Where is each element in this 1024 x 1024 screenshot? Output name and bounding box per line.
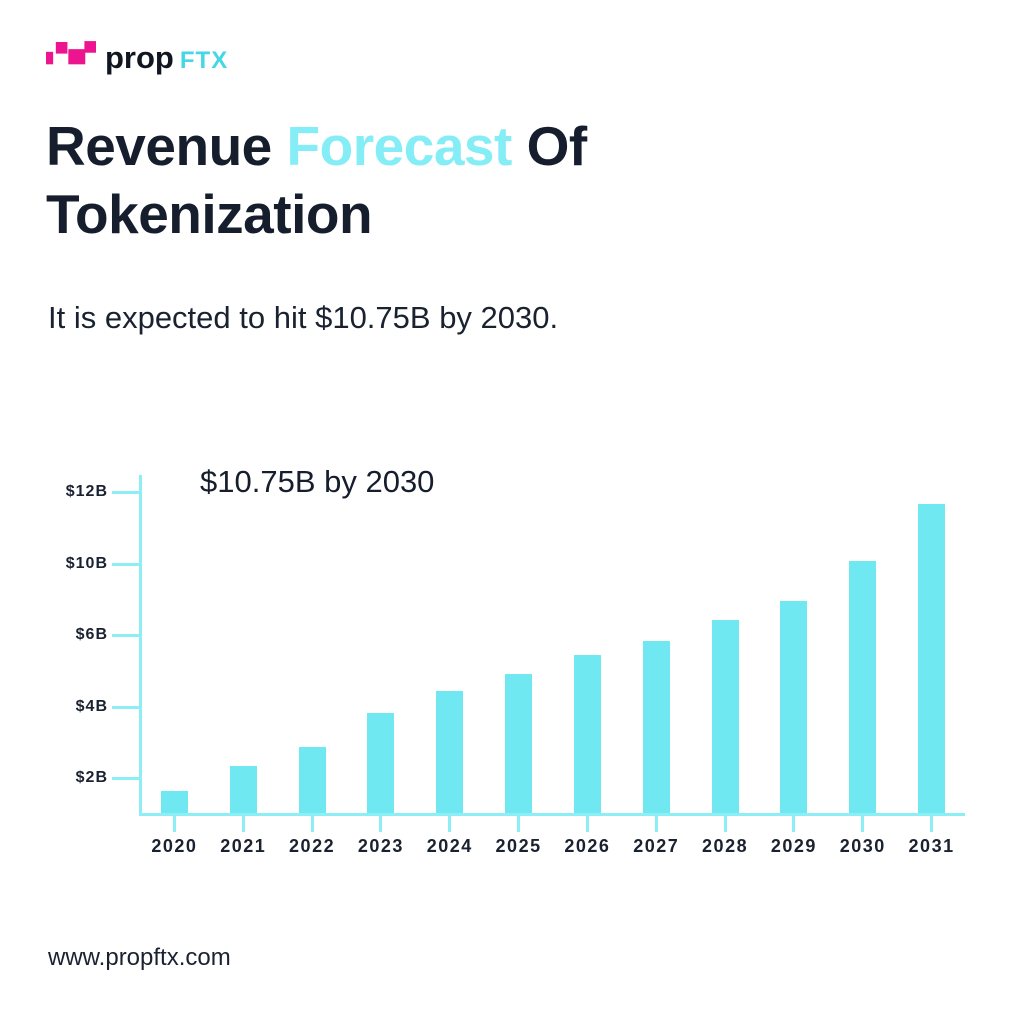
x-axis-label: 2030 bbox=[839, 836, 886, 856]
x-axis-tick bbox=[585, 816, 589, 832]
x-axis-label: 2023 bbox=[357, 836, 404, 856]
bar bbox=[367, 713, 395, 813]
bar bbox=[160, 791, 188, 813]
x-axis-tick bbox=[861, 816, 865, 832]
headline-line-2: Tokenization bbox=[46, 183, 373, 246]
y-axis-label: $4B bbox=[75, 697, 108, 715]
x-axis-label: 2022 bbox=[289, 836, 336, 856]
y-axis-tick bbox=[112, 705, 139, 709]
y-axis-tick bbox=[112, 491, 139, 494]
x-axis-label: 2029 bbox=[770, 836, 817, 856]
x-axis-label: 2026 bbox=[564, 836, 611, 856]
x-axis-label: 2028 bbox=[702, 836, 749, 856]
y-axis-label: $2B bbox=[75, 769, 108, 786]
bar bbox=[780, 601, 808, 813]
x-axis-tick bbox=[517, 816, 521, 832]
x-axis-tick bbox=[172, 816, 176, 832]
y-axis-label: $6B bbox=[75, 626, 108, 643]
subtitle: It is expected to hit $10.75B by 2030. bbox=[48, 300, 559, 335]
page-title: Revenue Forecast Of Tokenization bbox=[46, 112, 846, 248]
bar bbox=[505, 674, 533, 813]
bar bbox=[918, 504, 946, 813]
x-axis-label: 2025 bbox=[495, 836, 542, 856]
y-axis-label: $10B bbox=[65, 554, 108, 572]
bar bbox=[573, 655, 601, 813]
headline-accent: Forecast bbox=[286, 115, 513, 177]
headline-part-2: Of bbox=[511, 115, 588, 177]
y-axis-tick bbox=[112, 777, 139, 780]
x-axis-tick bbox=[723, 816, 727, 832]
chart-annotation: $10.75B by 2030 bbox=[200, 464, 435, 499]
bar bbox=[229, 766, 257, 813]
x-axis-line bbox=[139, 813, 965, 816]
x-axis-label: 2020 bbox=[151, 836, 198, 856]
propftx-logo: prop FTX bbox=[46, 40, 228, 76]
bar bbox=[711, 620, 739, 813]
x-axis-tick bbox=[379, 816, 383, 832]
bar bbox=[436, 691, 464, 813]
footer-url: www.propftx.com bbox=[48, 944, 231, 971]
headline-part-1: Revenue bbox=[46, 115, 287, 177]
x-axis-tick bbox=[241, 816, 245, 832]
x-axis-tick bbox=[448, 816, 452, 832]
x-axis-tick bbox=[792, 816, 796, 832]
bar-chart: $10.75B by 2030 $12B $10B $6B $4B $2B 2020 202… bbox=[40, 460, 990, 900]
propftx-logo-icon bbox=[46, 41, 96, 65]
y-axis-tick bbox=[112, 562, 139, 566]
y-axis-label: $12B bbox=[65, 483, 108, 500]
x-axis-tick bbox=[930, 816, 934, 832]
x-axis-tick bbox=[654, 816, 658, 832]
logo-text-ftx: FTX bbox=[179, 47, 229, 74]
bar bbox=[642, 641, 670, 813]
x-axis-tick bbox=[310, 816, 314, 832]
x-axis-label: 2031 bbox=[908, 836, 955, 856]
bar bbox=[849, 561, 877, 813]
x-axis-label: 2024 bbox=[426, 836, 473, 856]
y-axis-tick bbox=[112, 634, 139, 637]
y-axis-line bbox=[139, 475, 142, 816]
x-axis-label: 2021 bbox=[220, 836, 267, 856]
bar bbox=[298, 747, 326, 813]
logo-text-prop: prop bbox=[105, 40, 174, 75]
x-axis-label: 2027 bbox=[633, 836, 680, 856]
